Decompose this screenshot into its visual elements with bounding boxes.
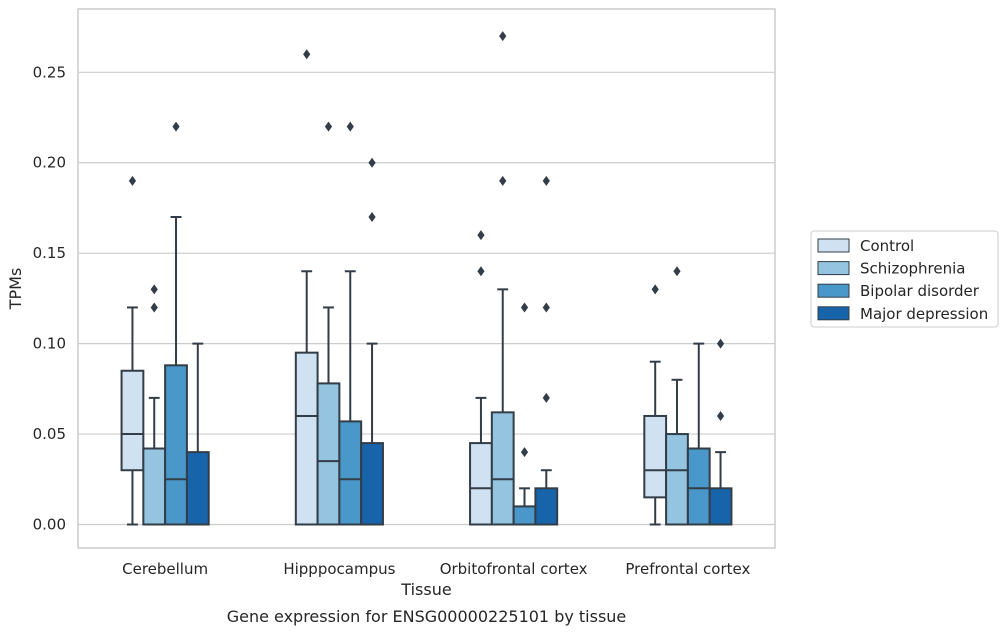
box-plot — [142, 284, 167, 526]
legend-label: Bipolar disorder — [860, 282, 980, 300]
plot-frame — [77, 8, 776, 549]
outlier-point — [150, 284, 158, 295]
legend-swatch — [817, 283, 850, 298]
box-plot — [686, 342, 711, 526]
box-plot — [164, 121, 188, 526]
box-plot — [643, 284, 668, 526]
box — [142, 447, 167, 526]
x-tick-label: Cerebellum — [122, 560, 208, 578]
box — [643, 414, 668, 499]
box-plot — [185, 342, 210, 526]
outlier-point — [368, 212, 376, 223]
box-plot — [360, 157, 384, 526]
legend-swatch — [817, 306, 850, 321]
legend-label: Control — [860, 237, 914, 255]
box — [490, 411, 515, 526]
box — [338, 420, 363, 526]
outlier-point — [673, 266, 681, 277]
box-plot — [512, 302, 537, 526]
x-axis-label: Tissue — [400, 580, 451, 599]
legend-frame — [810, 230, 999, 328]
outlier-point — [651, 284, 659, 295]
outlier-point — [520, 302, 529, 313]
box — [534, 487, 559, 526]
x-tick-labels: Cerebellum Hipppocampus Orbitofrontal cort… — [122, 560, 750, 578]
box-plot — [708, 338, 733, 526]
y-tick-label: 0.05 — [33, 425, 66, 443]
outlier-point — [172, 121, 180, 132]
outlier-point — [520, 447, 529, 458]
legend-swatch — [817, 261, 850, 276]
box — [360, 442, 384, 526]
box — [120, 369, 145, 472]
box — [686, 447, 711, 526]
box-plot — [665, 266, 689, 526]
y-tick-label: 0.00 — [33, 515, 66, 533]
outlier-point — [477, 230, 485, 241]
outlier-point — [499, 31, 507, 42]
box-plot — [534, 175, 559, 526]
outlier-point — [542, 302, 550, 313]
outlier-point — [542, 175, 550, 186]
outlier-point — [324, 121, 333, 132]
box-plot — [338, 121, 363, 526]
box — [665, 433, 689, 526]
legend: Control Schizophrenia Bipolar disorder Majo… — [810, 230, 999, 328]
box — [469, 442, 493, 526]
outlier-point — [716, 338, 725, 349]
box-plot — [316, 121, 341, 526]
y-tick-label: 0.15 — [33, 244, 66, 262]
box-plot — [120, 175, 145, 526]
outlier-point — [542, 392, 550, 403]
y-tick-labels: 0.00 0.05 0.10 0.15 0.20 0.25 — [33, 63, 66, 533]
box — [512, 505, 537, 526]
box — [708, 487, 733, 526]
legend-label: Schizophrenia — [860, 260, 965, 278]
outlier-point — [368, 157, 376, 168]
box — [164, 364, 188, 526]
box-plot — [294, 49, 319, 526]
outlier-point — [716, 410, 725, 421]
y-tick-label: 0.10 — [33, 335, 66, 353]
x-tick-label: Hipppocampus — [283, 560, 395, 578]
box-plot — [490, 31, 515, 526]
outlier-point — [477, 266, 485, 277]
x-tick-label: Orbitofrontal cortex — [440, 560, 588, 578]
legend-swatch — [817, 238, 850, 253]
outlier-point — [303, 49, 311, 60]
y-tick-label: 0.20 — [33, 154, 66, 172]
y-tick-label: 0.25 — [33, 63, 66, 81]
box — [185, 451, 210, 526]
box-plot — [469, 230, 493, 526]
outlier-point — [150, 302, 158, 313]
box-plots — [120, 31, 733, 526]
outlier-point — [499, 175, 507, 186]
box — [294, 351, 319, 526]
outlier-point — [346, 121, 354, 132]
x-tick-label: Prefrontal cortex — [625, 560, 750, 578]
chart-caption: Gene expression for ENSG00000225101 by t… — [227, 607, 627, 626]
box — [316, 382, 341, 526]
y-axis-label: TPMs — [6, 268, 25, 311]
legend-label: Major depression — [860, 305, 988, 323]
outlier-point — [128, 175, 137, 186]
